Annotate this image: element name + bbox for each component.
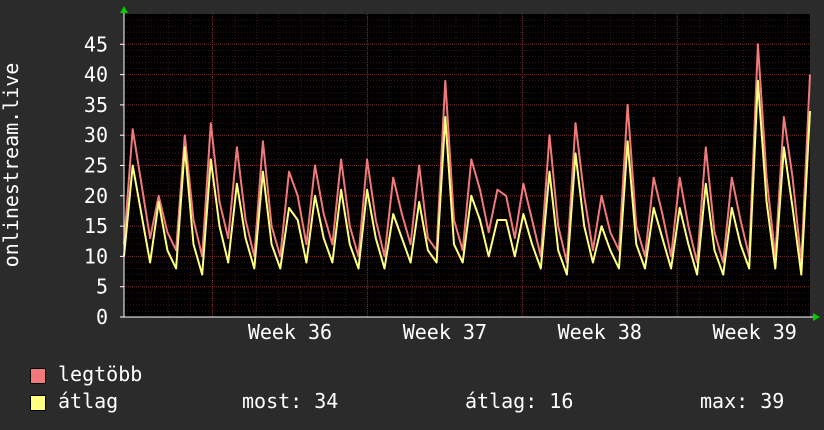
series-line-max [123,43,811,264]
stat-current-label: most: [242,389,303,413]
y-tick-label: 35 [84,93,108,117]
y-tick-label: 30 [84,123,108,147]
series-layer [123,43,811,276]
legend-swatch-avg [30,394,46,411]
stat-average-value: 16 [549,389,574,413]
y-tick-label: 40 [84,63,108,87]
y-axis: 0 5 10 15 20 25 30 35 40 45 [84,32,124,329]
x-tick-label: Week 38 [558,320,642,344]
x-axis-arrow [813,313,820,321]
y-axis-arrow [120,6,128,13]
y-tick-label: 0 [96,305,108,329]
legend-label-avg: átlag [58,389,119,413]
stat-average-label: átlag: [465,389,538,413]
series-line-avg [123,79,811,276]
chart-svg: 0 5 10 15 20 25 30 35 40 45 Week 36 Week 37 Week 38… [0,6,820,344]
stat-max-label: max: [700,389,749,413]
stat-max: max: 39 [700,389,784,413]
y-axis-label: onlinestream.live [0,63,23,268]
y-tick-label: 20 [84,184,108,208]
legend-swatch-max [30,367,46,384]
legend-item-max: legtöbb [30,362,142,386]
y-tick-label: 5 [96,275,108,299]
y-tick-label: 45 [84,32,108,56]
legend-label-max: legtöbb [58,362,143,386]
legend-item-avg: átlag [30,389,118,413]
stat-current: most: 34 [242,389,338,413]
y-tick-label: 25 [84,154,108,178]
y-tick-label: 10 [84,244,108,268]
stat-average: átlag: 16 [465,389,573,413]
x-axis: Week 36 Week 37 Week 38 Week 39 [248,320,797,344]
x-tick-label: Week 36 [248,320,332,344]
x-tick-label: Week 37 [403,320,487,344]
x-tick-label: Week 39 [713,320,797,344]
y-tick-label: 15 [84,214,108,238]
stat-current-value: 34 [314,389,339,413]
stat-max-value: 39 [760,389,785,413]
legend: legtöbb átlag most: 34 átlag: 16 max: 39 [0,360,824,430]
